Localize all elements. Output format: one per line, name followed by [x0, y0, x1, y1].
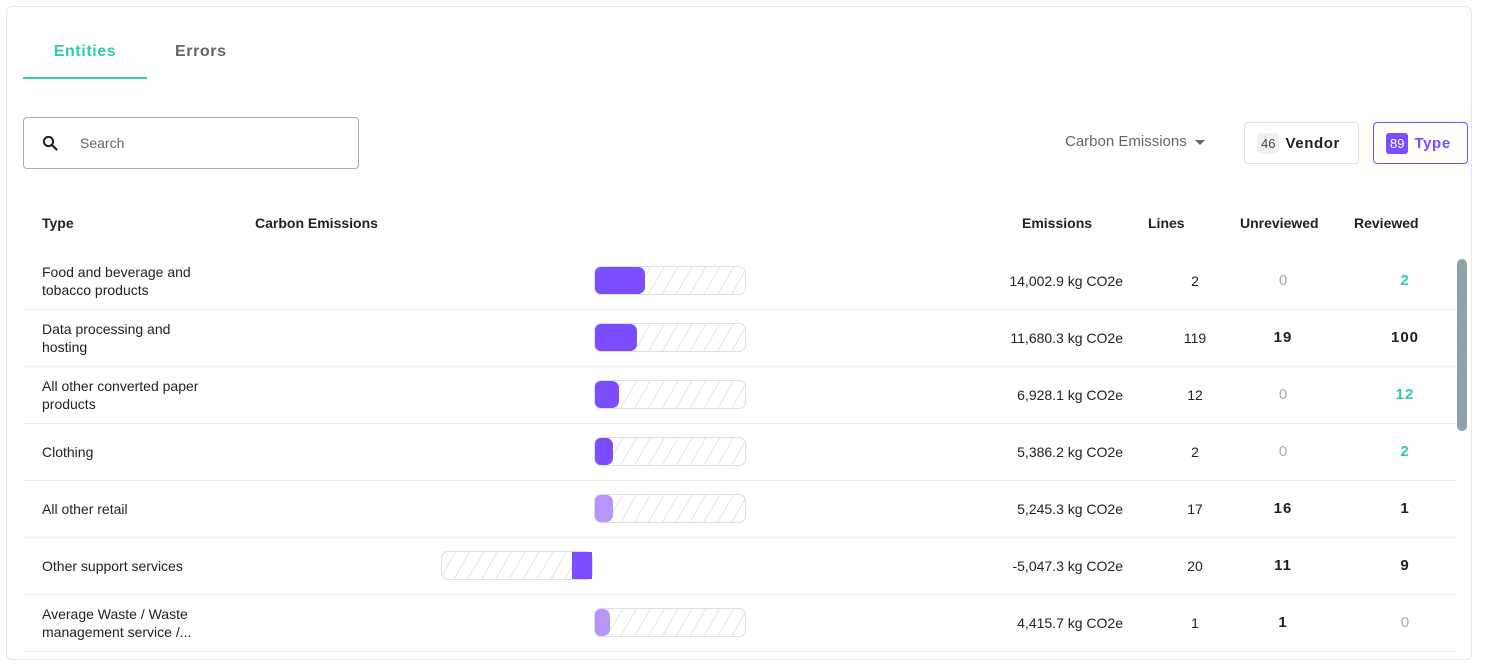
row-reviewed[interactable]: 100	[1390, 329, 1420, 346]
tab-errors[interactable]: Errors	[175, 43, 227, 60]
row-emissions: 5,386.2 kg CO2e	[1017, 443, 1123, 460]
emissions-bar-track	[594, 608, 746, 637]
row-lines: 2	[1191, 443, 1199, 460]
vendor-count-badge: 46	[1257, 132, 1280, 154]
row-unreviewed[interactable]: 11	[1274, 557, 1292, 574]
table-row[interactable]: Average Waste / Waste management service…	[23, 594, 1457, 652]
search-box[interactable]	[23, 117, 359, 169]
emissions-bar-track	[594, 266, 746, 295]
row-lines: 2	[1191, 272, 1199, 289]
emissions-bar	[572, 552, 592, 579]
row-unreviewed[interactable]: 1	[1278, 614, 1288, 631]
table-row[interactable]: Clothing 5,386.2 kg CO2e 2 0 2	[23, 423, 1457, 481]
row-unreviewed[interactable]: 0	[1278, 443, 1288, 460]
type-filter-label: Type	[1414, 134, 1451, 152]
search-icon	[42, 135, 58, 151]
sort-dropdown[interactable]: Carbon Emissions	[1065, 133, 1205, 150]
row-reviewed[interactable]: 12	[1395, 386, 1415, 403]
row-type: Clothing	[42, 443, 94, 460]
vendor-filter-button[interactable]: 46 Vendor	[1244, 122, 1359, 164]
row-reviewed[interactable]: 0	[1400, 614, 1410, 631]
table-row[interactable]: All other retail 5,245.3 kg CO2e 17 16 1	[23, 480, 1457, 538]
table-row[interactable]: Other support services -5,047.3 kg CO2e 20…	[23, 537, 1457, 595]
row-emissions: 6,928.1 kg CO2e	[1017, 386, 1123, 403]
row-emissions: 14,002.9 kg CO2e	[1009, 272, 1123, 289]
row-lines: 20	[1187, 557, 1203, 574]
row-unreviewed[interactable]: 0	[1278, 386, 1288, 403]
row-type: Food and beverage and tobacco products	[42, 263, 191, 298]
row-lines: 17	[1187, 500, 1203, 517]
row-emissions: 4,415.7 kg CO2e	[1017, 614, 1123, 631]
tab-bar: Entities Errors	[23, 39, 227, 85]
row-emissions: 5,245.3 kg CO2e	[1017, 500, 1123, 517]
caret-down-icon	[1194, 140, 1205, 145]
table-row[interactable]: Food and beverage and tobacco products 14…	[23, 252, 1457, 310]
row-reviewed[interactable]: 1	[1400, 500, 1410, 517]
entities-panel: Entities Errors Carbon Emissions 46 Vend…	[6, 6, 1472, 660]
type-count-badge: 89	[1386, 132, 1409, 154]
row-emissions: -5,047.3 kg CO2e	[1012, 557, 1123, 574]
table-row[interactable]: Data processing and hosting 11,680.3 kg C…	[23, 309, 1457, 367]
row-unreviewed[interactable]: 0	[1278, 272, 1288, 289]
header-carbon-emissions[interactable]: Carbon Emissions	[255, 215, 378, 231]
emissions-bar-track	[441, 551, 593, 580]
header-reviewed[interactable]: Reviewed	[1354, 215, 1419, 231]
emissions-bar-track	[594, 323, 746, 352]
vendor-filter-label: Vendor	[1285, 134, 1340, 152]
header-unreviewed[interactable]: Unreviewed	[1240, 215, 1319, 231]
row-type: Average Waste / Waste management service…	[42, 605, 192, 640]
row-unreviewed[interactable]: 16	[1273, 500, 1293, 517]
header-type[interactable]: Type	[42, 215, 74, 231]
emissions-bar	[595, 609, 610, 636]
header-lines[interactable]: Lines	[1148, 215, 1185, 231]
row-type: Other support services	[42, 557, 183, 574]
sort-label: Carbon Emissions	[1065, 133, 1187, 150]
row-lines: 1	[1191, 614, 1199, 631]
row-unreviewed[interactable]: 19	[1273, 329, 1293, 346]
emissions-bar-track	[594, 380, 746, 409]
emissions-bar-track	[594, 494, 746, 523]
emissions-bar-track	[594, 437, 746, 466]
row-type: All other retail	[42, 500, 128, 517]
type-filter-button[interactable]: 89 Type	[1373, 122, 1468, 164]
row-reviewed[interactable]: 2	[1400, 443, 1410, 460]
search-input[interactable]	[78, 134, 332, 152]
emissions-bar	[595, 381, 619, 408]
row-type: All other converted paper products	[42, 377, 199, 412]
scrollbar-thumb[interactable]	[1457, 259, 1467, 431]
header-emissions[interactable]: Emissions	[1022, 215, 1093, 231]
row-reviewed[interactable]: 9	[1400, 557, 1410, 574]
row-type: Data processing and hosting	[42, 320, 171, 355]
emissions-bar	[595, 267, 645, 294]
emissions-bar	[595, 495, 613, 522]
emissions-bar	[595, 324, 637, 351]
row-emissions: 11,680.3 kg CO2e	[1010, 329, 1123, 346]
emissions-bar	[595, 438, 613, 465]
table-row[interactable]: All other converted paper products 6,928.…	[23, 366, 1457, 424]
tab-entities[interactable]: Entities	[23, 39, 147, 79]
row-lines: 119	[1183, 329, 1207, 346]
row-reviewed[interactable]: 2	[1400, 272, 1410, 289]
row-lines: 12	[1187, 386, 1203, 403]
